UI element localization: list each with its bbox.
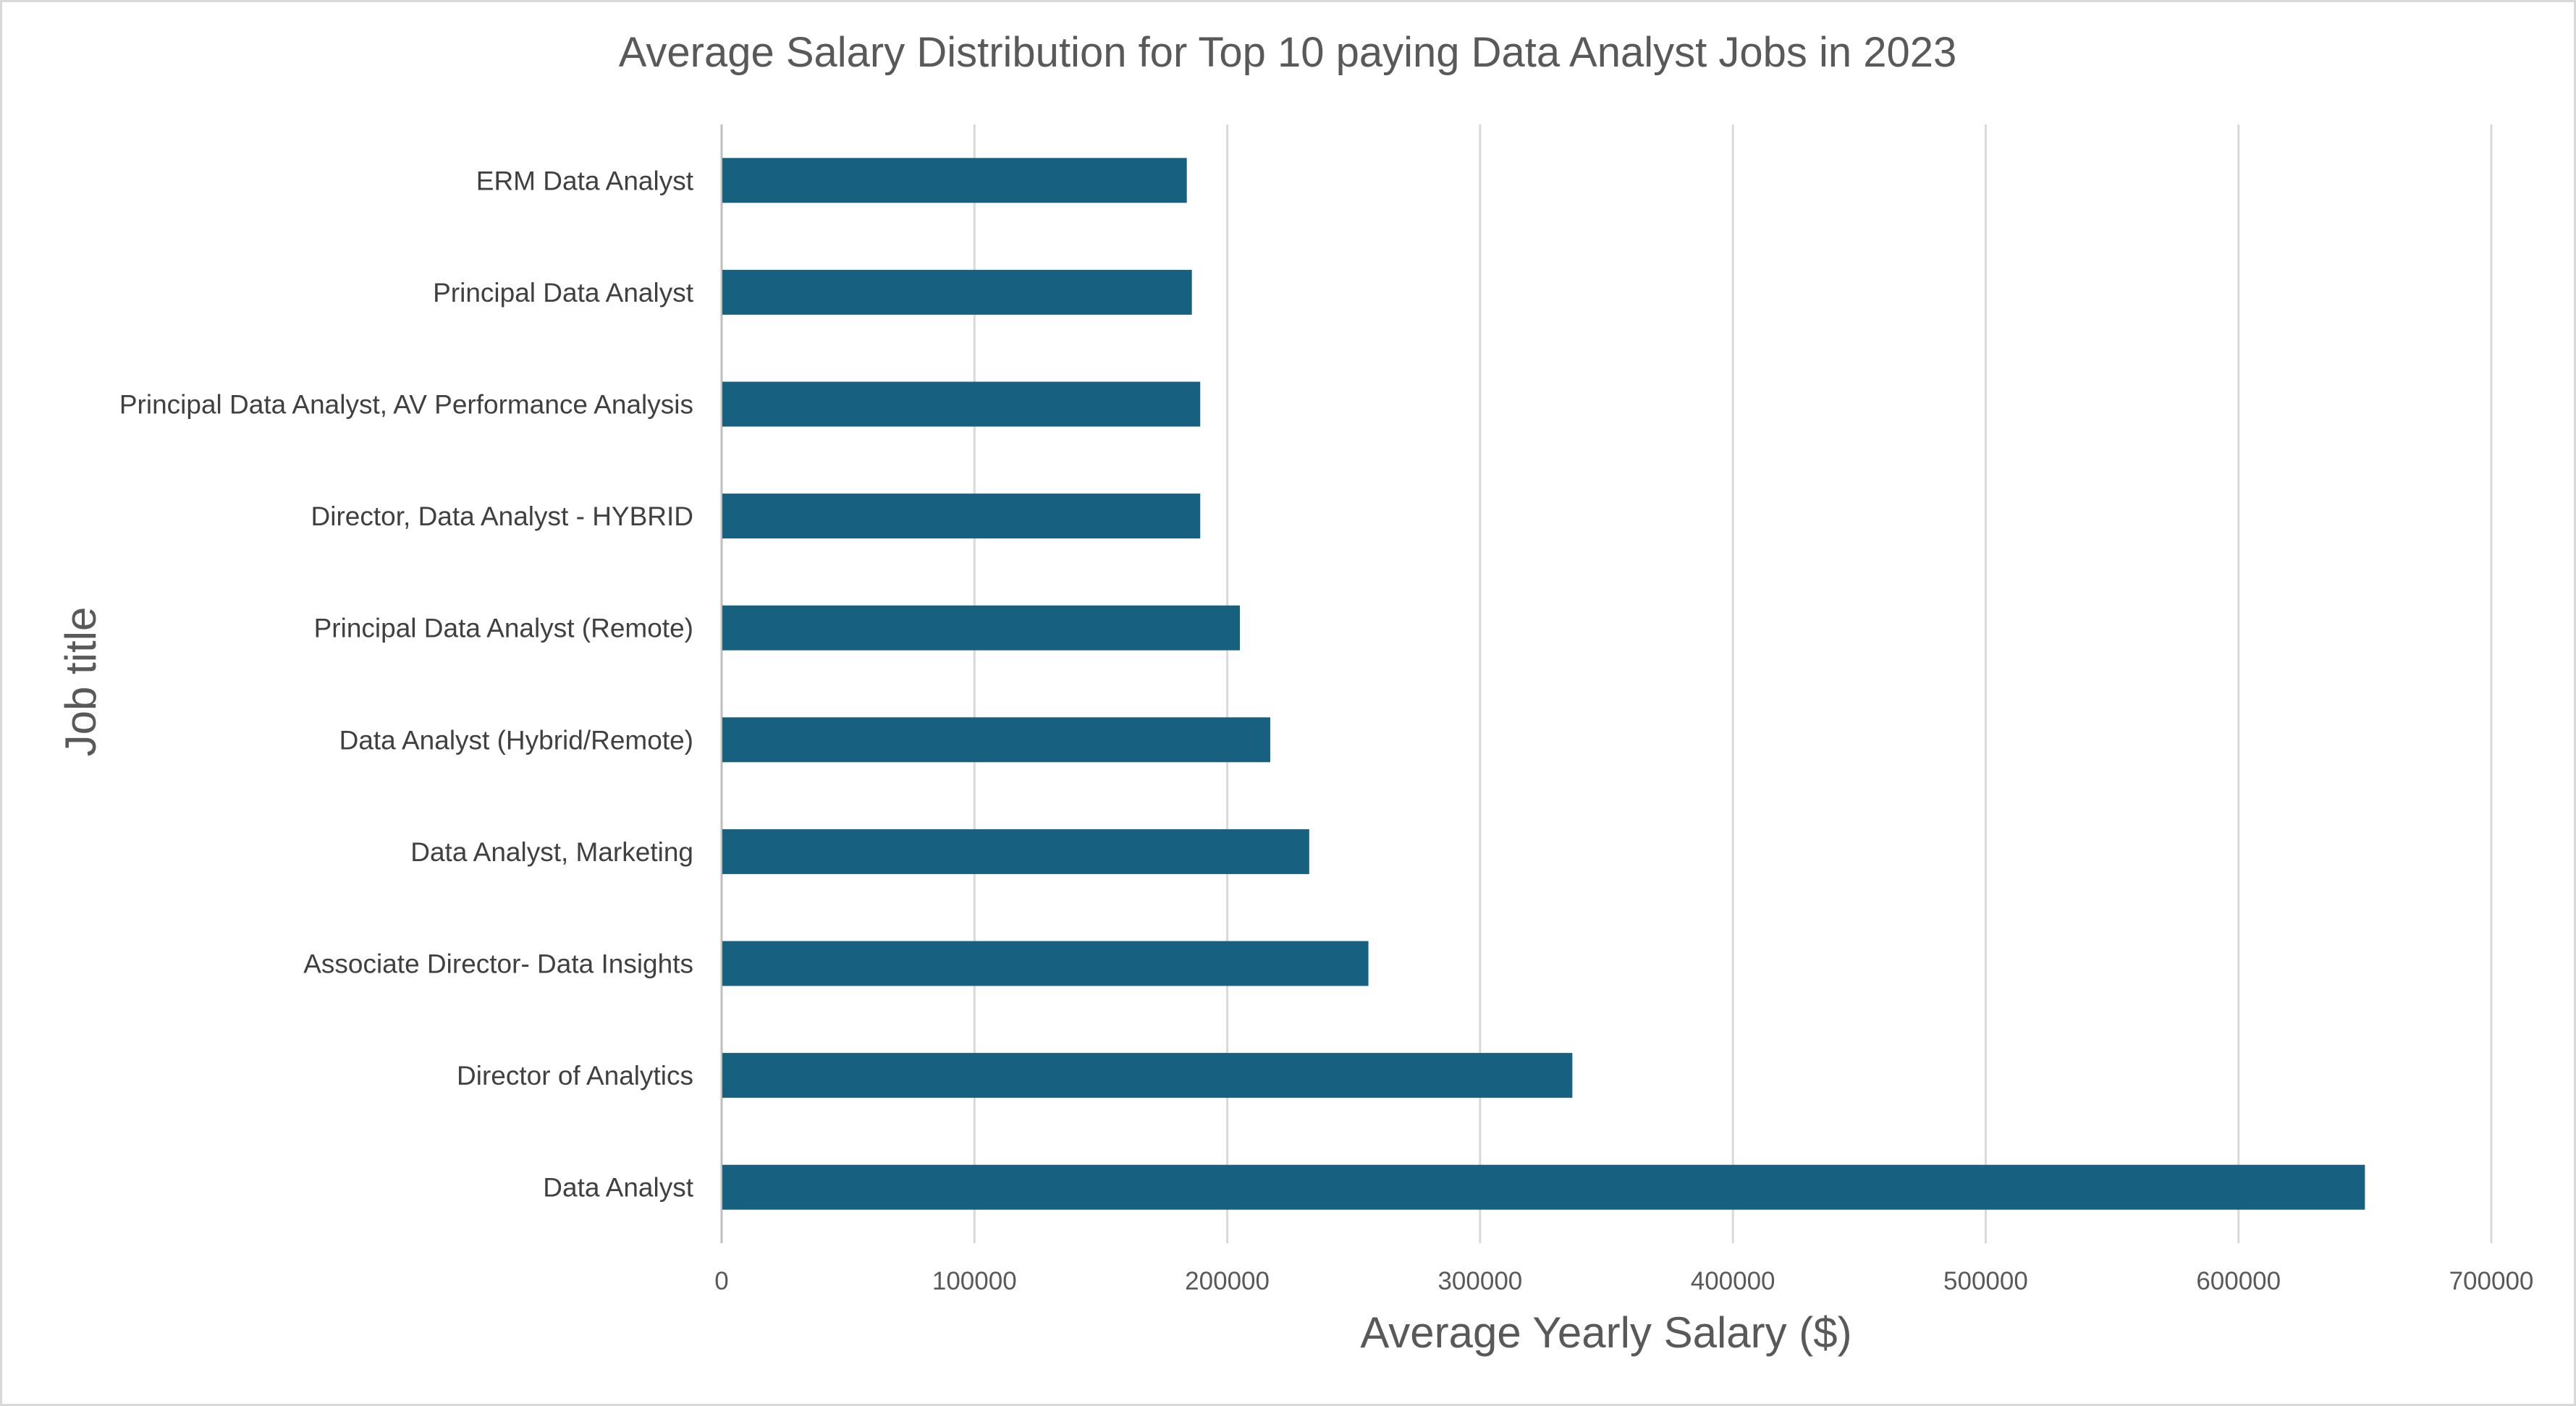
- bar: [722, 717, 1270, 763]
- category-label: Principal Data Analyst (Remote): [314, 614, 693, 643]
- category-label: Director, Data Analyst - HYBRID: [311, 501, 693, 531]
- category-label: Data Analyst (Hybrid/Remote): [339, 725, 693, 755]
- x-tick-labels: 0 100000 200000 300000 400000 500000 600000 700…: [714, 1267, 2533, 1295]
- bar: [722, 605, 1241, 651]
- bar: [722, 381, 1201, 427]
- x-axis-title: Average Yearly Salary ($): [1360, 1308, 1851, 1357]
- y-axis-title: Job title: [56, 607, 105, 757]
- bar: [722, 1164, 2365, 1210]
- category-label: Data Analyst, Marketing: [410, 837, 693, 867]
- category-label: ERM Data Analyst: [476, 166, 694, 195]
- x-tick-label: 200000: [1185, 1267, 1270, 1295]
- bars: [722, 158, 2365, 1210]
- x-tick-label: 100000: [932, 1267, 1017, 1295]
- x-tick-label: 700000: [2449, 1267, 2534, 1295]
- x-tick-label: 400000: [1691, 1267, 1775, 1295]
- x-tick-label: 500000: [1943, 1267, 2028, 1295]
- category-labels: ERM Data Analyst Principal Data Analyst Pr…: [119, 166, 694, 1202]
- category-label: Data Analyst: [543, 1173, 693, 1203]
- bar: [722, 941, 1369, 986]
- bar: [722, 269, 1192, 315]
- category-label: Associate Director- Data Insights: [303, 949, 693, 979]
- bar: [722, 829, 1309, 874]
- category-label: Principal Data Analyst, AV Performance A…: [119, 390, 693, 420]
- bar: [722, 1053, 1573, 1098]
- category-label: Director of Analytics: [457, 1061, 693, 1091]
- chart-title: Average Salary Distribution for Top 10 p…: [619, 29, 1957, 76]
- bar: [722, 158, 1187, 203]
- bar: [722, 494, 1201, 539]
- x-tick-label: 600000: [2196, 1267, 2281, 1295]
- x-tick-label: 300000: [1437, 1267, 1522, 1295]
- category-label: Principal Data Analyst: [433, 278, 694, 308]
- x-tick-label: 0: [714, 1267, 728, 1295]
